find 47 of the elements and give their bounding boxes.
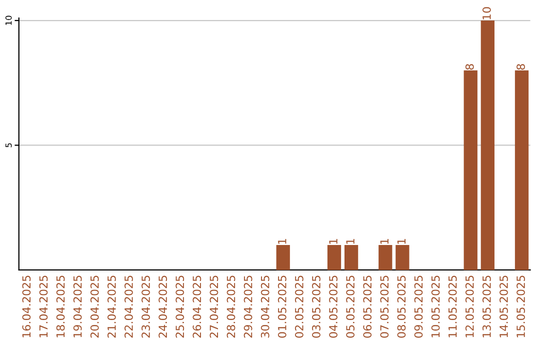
x-tick-label: 13.05.2025: [482, 276, 491, 338]
x-tick-label: 09.05.2025: [414, 276, 423, 338]
data-label: 1: [346, 238, 354, 244]
bar: [276, 245, 290, 270]
data-label: 1: [278, 238, 286, 244]
bar: [327, 245, 342, 270]
x-tick-label: 03.05.2025: [312, 276, 320, 338]
x-tick-label: 04.05.2025: [329, 276, 338, 338]
x-tick-label: 25.04.2025: [176, 276, 184, 338]
x-tick-label: 21.04.2025: [107, 276, 116, 338]
x-tick-label: 05.05.2025: [346, 276, 355, 338]
x-tick-label: 02.05.2025: [294, 276, 304, 338]
bar: [396, 245, 410, 270]
data-label: 1: [329, 238, 338, 244]
data-label: 8: [516, 64, 525, 70]
data-label: 8: [465, 64, 474, 70]
x-tick-label: 15.05.2025: [516, 276, 525, 338]
x-tick-label: 11.05.2025: [448, 276, 457, 338]
x-tick-label: 18.04.2025: [56, 276, 65, 338]
x-tick-label: 29.04.2025: [244, 276, 252, 338]
x-tick-label: 30.04.2025: [260, 276, 270, 338]
x-tick-label: 10.05.2025: [431, 276, 440, 338]
x-tick-label: 23.04.2025: [142, 276, 150, 338]
x-tick-label: 08.05.2025: [397, 276, 406, 338]
bar: [514, 70, 529, 270]
x-tick-label: 06.05.2025: [363, 276, 372, 338]
x-tick-label: 22.04.2025: [124, 276, 133, 338]
x-tick-label: 24.04.2025: [158, 276, 168, 338]
x-tick-label: 19.04.2025: [73, 276, 82, 338]
bar: [344, 245, 358, 270]
x-tick-label: 12.05.2025: [465, 276, 474, 338]
bar: [480, 20, 494, 270]
x-tick-label: 01.05.2025: [278, 276, 286, 338]
bar: [464, 70, 478, 270]
x-tick-label: 27.04.2025: [210, 276, 218, 338]
x-tick-label: 17.04.2025: [39, 276, 48, 338]
x-tick-label: 16.04.2025: [22, 276, 31, 338]
data-label: 1: [397, 238, 406, 244]
x-tick-label: 28.04.2025: [226, 276, 236, 338]
bar: [378, 245, 392, 270]
data-label: 1: [380, 238, 388, 244]
y-tick-label: 5: [6, 143, 12, 148]
x-tick-label: 07.05.2025: [380, 276, 389, 338]
x-tick-label: 14.05.2025: [500, 276, 508, 338]
x-tick-label: 26.04.2025: [192, 276, 202, 338]
x-tick-label: 20.04.2025: [90, 276, 99, 338]
data-label: 10: [482, 7, 491, 20]
